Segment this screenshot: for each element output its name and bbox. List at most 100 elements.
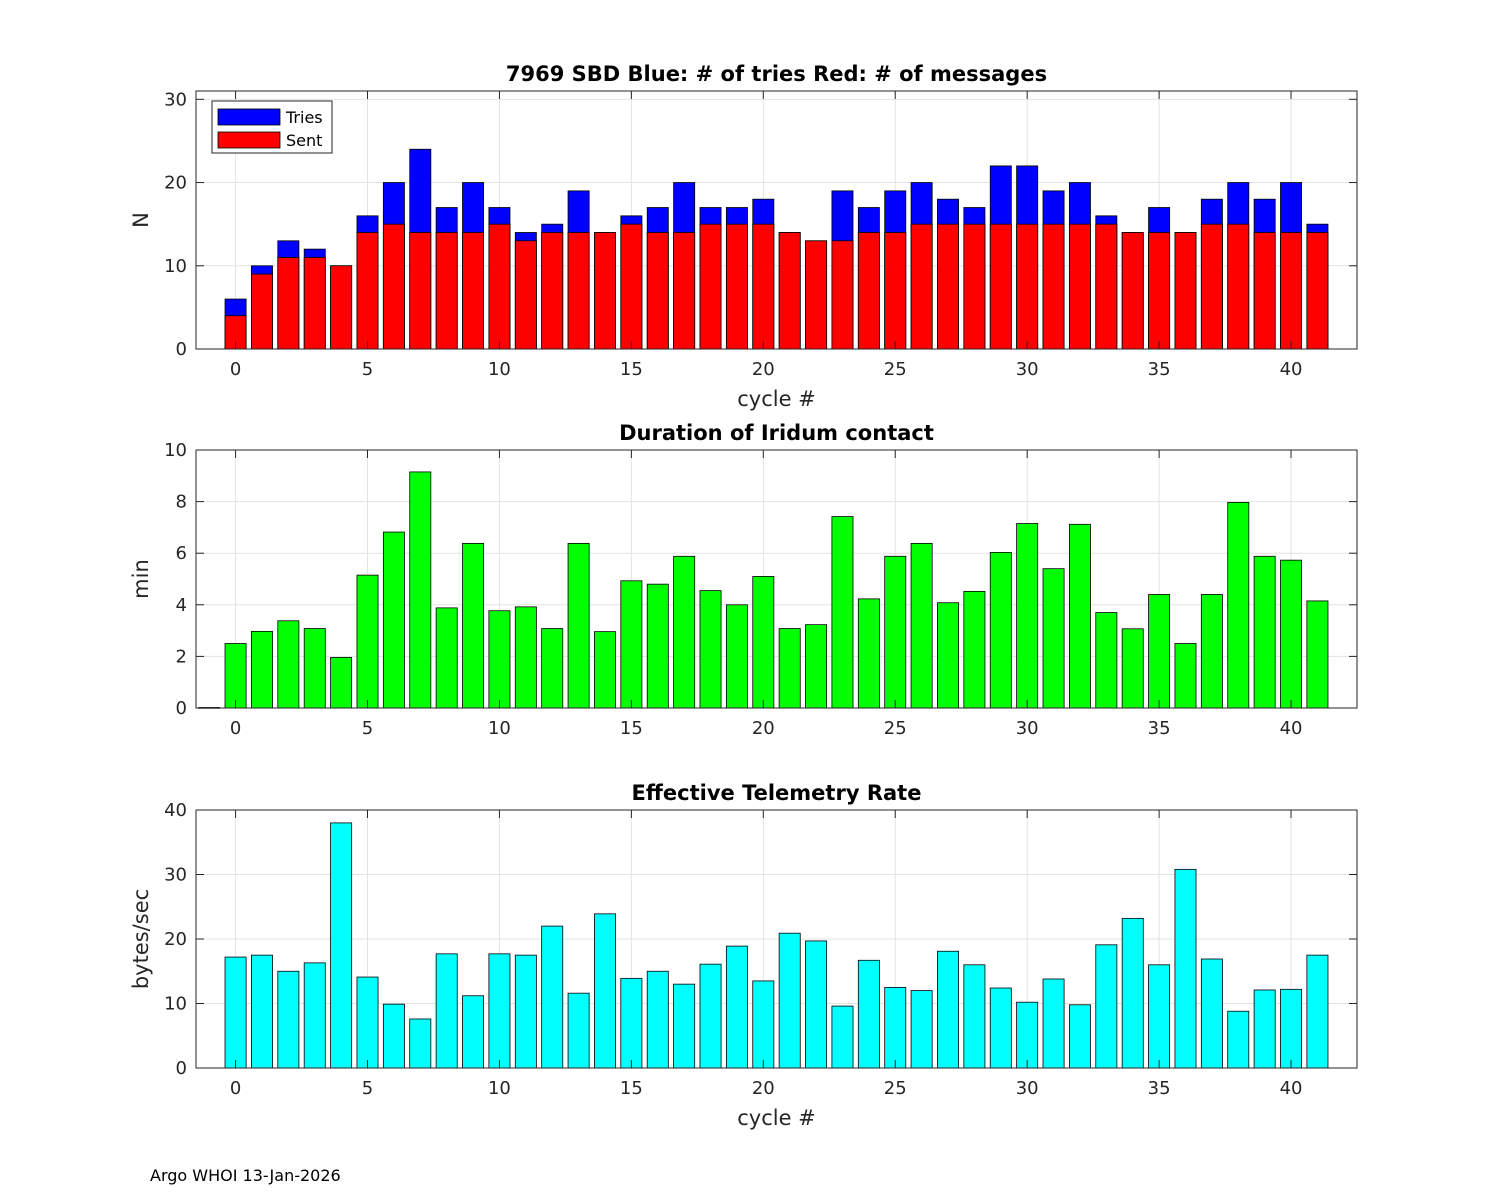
y-tick-label: 0: [176, 339, 187, 360]
bar-28: [963, 964, 986, 1069]
bar-24: [857, 598, 880, 709]
bar-36: [1174, 643, 1197, 709]
bar-13: [567, 542, 590, 709]
bars: [224, 148, 1329, 350]
y-axis-label: N: [129, 212, 153, 228]
bar-14: [594, 913, 616, 1069]
x-tick-label: 25: [884, 718, 907, 739]
legend: Tries Sent: [211, 100, 333, 154]
bar-3: [303, 628, 326, 709]
bar-sent-12: [541, 232, 564, 350]
y-axis-label: min: [129, 559, 153, 599]
bar-19: [725, 604, 748, 709]
legend-label-sent: Sent: [286, 131, 322, 150]
bar-7: [409, 1018, 432, 1069]
bars: [224, 822, 1329, 1069]
bar-sent-31: [1042, 223, 1065, 350]
bar-8: [435, 607, 458, 709]
bar-32: [1068, 1004, 1091, 1069]
bar-9: [462, 542, 485, 709]
bar-sent-22: [805, 240, 828, 350]
bar-19: [725, 945, 748, 1069]
bar-41: [1306, 600, 1329, 709]
x-tick-label: 15: [620, 718, 643, 739]
bar-23: [831, 516, 854, 709]
bar-21: [778, 932, 801, 1069]
bar-sent-37: [1200, 223, 1223, 350]
x-tick-label: 35: [1148, 359, 1171, 380]
bar-26: [910, 990, 933, 1069]
y-tick-label: 10: [164, 440, 187, 461]
bar-sent-39: [1253, 232, 1276, 350]
x-tick-label: 25: [884, 359, 907, 380]
bar-sent-9: [462, 232, 485, 350]
bar-sent-30: [1016, 223, 1039, 350]
y-tick-label: 6: [176, 543, 187, 564]
x-tick-label: 15: [620, 1078, 643, 1099]
axes-box: [195, 449, 1358, 709]
bar-35: [1148, 594, 1171, 709]
bar-34: [1121, 628, 1144, 709]
bar-sent-36: [1174, 232, 1197, 350]
x-tick-label: 10: [488, 359, 511, 380]
bar-3: [303, 962, 326, 1069]
bar-sent-28: [963, 223, 986, 350]
ticks: 0 5 10 15 20 25 30 35 40 0 2 4 6 8 10: [164, 440, 1357, 739]
bar-10: [488, 953, 511, 1069]
x-tick-label: 30: [1016, 359, 1039, 380]
bar-31: [1042, 568, 1065, 709]
bar-6: [382, 1003, 405, 1069]
legend-swatch-tries: [217, 108, 281, 126]
bar-sent-26: [910, 223, 933, 350]
bar-sent-35: [1148, 232, 1171, 350]
bar-sent-19: [725, 223, 748, 350]
bar-8: [435, 953, 458, 1069]
bar-sent-6: [382, 223, 405, 350]
legend-swatch-sent: [217, 131, 281, 149]
bar-sent-10: [488, 223, 511, 350]
bar-25: [884, 555, 907, 709]
bar-2: [277, 970, 300, 1069]
bar-37: [1200, 594, 1223, 709]
bar-38: [1227, 501, 1250, 709]
bar-sent-21: [778, 232, 801, 350]
bar-sent-40: [1280, 232, 1302, 350]
ticks: 0 5 10 15 20 25 30 35 40 0 10 20 30: [164, 89, 1357, 380]
bar-sent-8: [435, 232, 458, 350]
bar-sent-7: [409, 232, 432, 350]
bar-37: [1200, 958, 1223, 1069]
chart-title: Effective Telemetry Rate: [632, 781, 922, 805]
chart-title: 7969 SBD Blue: # of tries Red: # of mess…: [506, 62, 1047, 86]
x-tick-label: 5: [362, 359, 373, 380]
y-tick-label: 4: [176, 595, 187, 616]
bar-sent-1: [251, 273, 273, 350]
bar-sent-41: [1306, 232, 1329, 350]
bar-21: [778, 628, 801, 709]
x-tick-label: 0: [230, 718, 241, 739]
x-tick-label: 40: [1280, 718, 1303, 739]
x-tick-label: 0: [230, 359, 241, 380]
chart-panel-3: 0 5 10 15 20 25 30 35 40 0 10 20 30 40 Effective Telem…: [129, 781, 1358, 1130]
bar-sent-3: [303, 257, 326, 350]
bar-39: [1253, 989, 1276, 1069]
bar-sent-27: [937, 223, 959, 350]
bar-10: [488, 610, 511, 709]
bar-sent-33: [1095, 223, 1118, 350]
bar-40: [1280, 988, 1302, 1069]
y-tick-label: 8: [176, 492, 187, 513]
bar-6: [382, 531, 405, 709]
bar-27: [937, 602, 959, 709]
bar-18: [699, 963, 722, 1069]
bar-sent-18: [699, 223, 722, 350]
legend-label-tries: Tries: [285, 108, 323, 127]
bar-31: [1042, 978, 1065, 1069]
bar-5: [356, 574, 379, 709]
y-tick-label: 30: [164, 89, 187, 110]
x-tick-label: 30: [1016, 1078, 1039, 1099]
y-tick-label: 30: [164, 865, 187, 886]
bar-28: [963, 590, 986, 709]
bar-11: [514, 954, 537, 1069]
y-tick-label: 20: [164, 173, 187, 194]
bar-35: [1148, 964, 1171, 1069]
